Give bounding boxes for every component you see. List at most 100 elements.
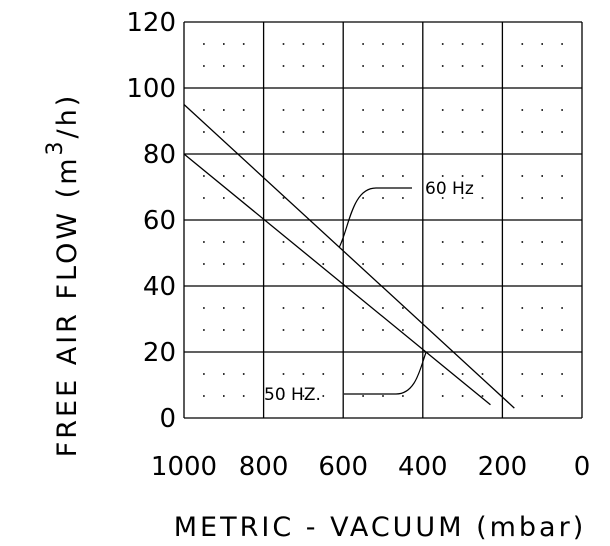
minor-dot: [382, 109, 384, 111]
minor-dot: [322, 373, 325, 375]
chart-grid: [183, 21, 583, 419]
minor-dot: [223, 241, 225, 243]
minor-dot: [541, 329, 543, 331]
minor-dot: [441, 109, 444, 111]
minor-dot: [322, 263, 325, 265]
minor-dot: [242, 131, 245, 133]
minor-dot: [362, 373, 364, 375]
minor-dot: [461, 307, 464, 309]
minor-dot: [203, 131, 205, 133]
y-tick-label-20: 20: [143, 338, 176, 368]
minor-dot: [521, 329, 524, 331]
minor-dot: [242, 109, 245, 111]
minor-dot: [402, 241, 404, 243]
minor-dot: [441, 43, 444, 45]
minor-dot: [302, 241, 305, 243]
y-axis-title-prefix: FREE AIR FLOW (m: [52, 156, 83, 458]
minor-dot: [481, 329, 484, 331]
series-line-50-hz: [183, 153, 491, 406]
minor-dot: [362, 263, 364, 265]
minor-dot: [322, 395, 325, 397]
minor-dot: [302, 131, 305, 133]
minor-dot: [541, 395, 543, 397]
minor-dot: [242, 329, 245, 331]
minor-dot: [302, 395, 305, 397]
minor-dot: [242, 175, 245, 177]
minor-dot: [382, 395, 384, 397]
minor-dot: [481, 373, 484, 375]
minor-dot: [223, 175, 225, 177]
minor-dot: [402, 373, 404, 375]
minor-dot: [223, 43, 225, 45]
minor-dot: [203, 65, 205, 67]
minor-dot: [561, 395, 563, 397]
minor-dot: [382, 263, 384, 265]
minor-dot: [223, 329, 225, 331]
x-tick-label-400: 400: [398, 452, 448, 482]
minor-dot: [302, 329, 305, 331]
minor-dot: [322, 197, 325, 199]
minor-dot: [541, 131, 543, 133]
minor-dot: [382, 175, 384, 177]
minor-dot: [561, 131, 563, 133]
minor-dot: [322, 307, 325, 309]
minor-dot: [223, 109, 225, 111]
minor-dot: [561, 329, 563, 331]
minor-dot: [302, 373, 305, 375]
minor-dot: [481, 307, 484, 309]
minor-dot: [282, 263, 285, 265]
chart-annotations: 60 Hz 50 HZ.: [264, 179, 474, 405]
minor-dot: [541, 241, 543, 243]
minor-dot: [402, 329, 404, 331]
minor-dot: [561, 65, 563, 67]
minor-dot: [302, 43, 305, 45]
minor-dot: [461, 241, 464, 243]
minor-dot: [481, 131, 484, 133]
minor-dot: [541, 109, 543, 111]
minor-dot: [461, 43, 464, 45]
annotation-label-50hz: 50 HZ.: [264, 385, 321, 405]
minor-dot: [561, 197, 563, 199]
minor-dot: [203, 43, 205, 45]
annotation-leader-60hz: [338, 187, 412, 248]
minor-dot: [302, 175, 305, 177]
minor-dot: [242, 241, 245, 243]
minor-dot: [561, 241, 563, 243]
minor-dot: [441, 131, 444, 133]
minor-dot: [481, 65, 484, 67]
x-tick-label-600: 600: [318, 452, 368, 482]
minor-dot: [282, 329, 285, 331]
y-tick-label-80: 80: [143, 140, 176, 170]
minor-dot: [223, 307, 225, 309]
minor-dot: [382, 131, 384, 133]
y-tick-label-0: 0: [159, 404, 176, 434]
minor-dot: [521, 43, 524, 45]
minor-dot: [481, 175, 484, 177]
chart-series: [183, 104, 515, 409]
minor-dot: [481, 241, 484, 243]
minor-dot: [362, 307, 364, 309]
x-axis-ticks: 1000 800 600 400 200 0: [151, 452, 590, 482]
minor-dot: [461, 109, 464, 111]
minor-dot: [561, 175, 563, 177]
minor-dot: [362, 197, 364, 199]
minor-dot: [541, 65, 543, 67]
minor-dot: [461, 65, 464, 67]
minor-dot: [461, 175, 464, 177]
minor-dot: [402, 43, 404, 45]
minor-dot: [362, 329, 364, 331]
minor-dot: [382, 241, 384, 243]
minor-dot: [541, 263, 543, 265]
minor-dot: [322, 241, 325, 243]
y-tick-label-40: 40: [143, 272, 176, 302]
minor-dot: [561, 307, 563, 309]
minor-dot: [402, 395, 404, 397]
minor-dot: [561, 43, 563, 45]
minor-dot: [282, 65, 285, 67]
minor-dot: [322, 329, 325, 331]
minor-dot: [223, 373, 225, 375]
minor-dot: [362, 395, 364, 397]
minor-dot: [441, 373, 444, 375]
minor-dot: [203, 197, 205, 199]
minor-dot: [242, 263, 245, 265]
